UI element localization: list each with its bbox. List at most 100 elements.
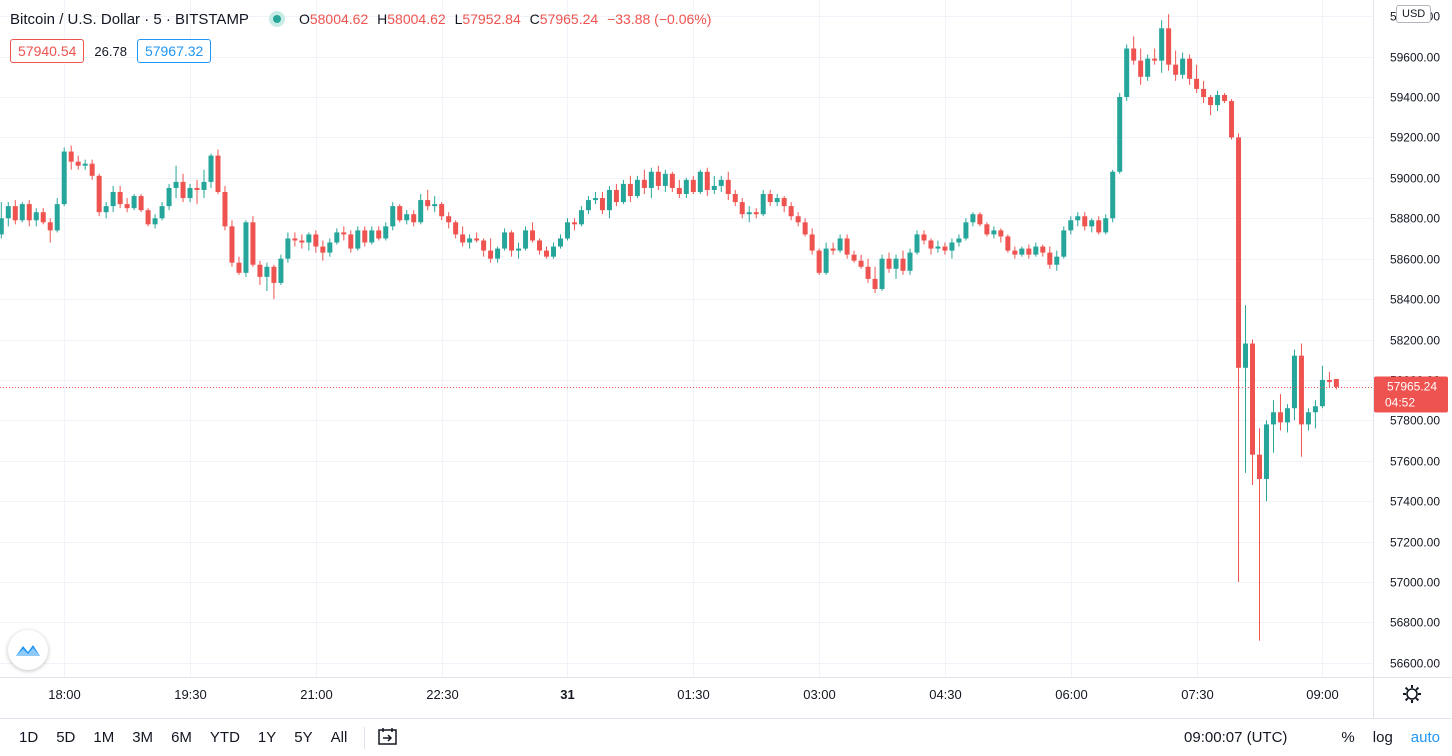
candle	[564, 218, 570, 241]
candle	[40, 208, 46, 225]
candle	[1173, 50, 1179, 81]
timeframe-1y[interactable]: 1Y	[257, 729, 277, 746]
timeframe-ytd[interactable]: YTD	[209, 729, 240, 746]
candle	[1166, 14, 1172, 71]
candle-body	[1208, 97, 1214, 106]
candle-body	[1180, 58, 1186, 75]
candle	[68, 145, 74, 170]
sell-price-button[interactable]: 57940.54	[10, 39, 85, 63]
timeframe-6m[interactable]: 6M	[171, 729, 192, 746]
candle	[1270, 400, 1276, 453]
candle-body	[655, 171, 661, 186]
candle-body	[676, 187, 682, 195]
candle-body	[481, 240, 487, 251]
candle-body	[173, 181, 179, 188]
candle	[1326, 371, 1332, 389]
timeframe-1d[interactable]: 1D	[19, 729, 39, 746]
candle	[1291, 349, 1297, 421]
timeframe-buttons: 1D 5D 1M 3M 6M YTD 1Y 5Y All	[10, 729, 356, 746]
candle-body	[697, 171, 703, 192]
candle	[963, 218, 969, 241]
candle-body	[159, 206, 165, 219]
candle	[781, 196, 787, 213]
candle-body	[690, 179, 696, 192]
timeframe-5d[interactable]: 5D	[56, 729, 76, 746]
candle-body	[1061, 230, 1067, 257]
candle-body	[488, 250, 494, 259]
candle-body	[1131, 48, 1137, 61]
tradingview-logo-icon[interactable]	[8, 630, 48, 670]
percent-toggle[interactable]: %	[1341, 729, 1355, 746]
candle	[411, 210, 417, 227]
candle	[788, 202, 794, 221]
candle-body	[1194, 78, 1200, 89]
auto-scale-toggle[interactable]: auto	[1410, 729, 1440, 746]
candle	[1236, 133, 1242, 583]
candle-body	[103, 206, 109, 213]
candle-body	[564, 222, 570, 239]
go-to-date-icon[interactable]	[377, 726, 399, 750]
candle-body	[40, 212, 46, 223]
candle-body	[620, 183, 626, 203]
candle-body	[376, 230, 382, 239]
price-axis[interactable]: 56600.00 56800.00 57000.00 57200.00 57400.00…	[1390, 10, 1440, 671]
timeframe-all[interactable]: All	[330, 729, 348, 746]
settings-gear-icon[interactable]	[1403, 685, 1421, 703]
candle-body	[47, 222, 53, 231]
candle-body	[746, 212, 752, 215]
candle-body	[872, 278, 878, 289]
timeframe-3m[interactable]: 3M	[132, 729, 154, 746]
candle-body	[551, 246, 557, 257]
candle	[669, 171, 675, 192]
candle	[201, 169, 207, 199]
candle	[662, 169, 668, 192]
candle	[355, 226, 361, 251]
candle	[180, 173, 186, 203]
timeframe-1m[interactable]: 1M	[93, 729, 115, 746]
candle-body	[732, 194, 738, 203]
candle-body	[131, 196, 137, 209]
candle	[362, 226, 368, 247]
candle	[984, 222, 990, 237]
time-axis[interactable]: 18:00 19:30 21:00 22:30 31 01:30 03:00 04:30 06:…	[48, 687, 1339, 702]
clock[interactable]: 09:00:07 (UTC)	[1184, 729, 1288, 746]
candle-body	[1229, 101, 1235, 138]
candle	[627, 175, 633, 203]
candle-body	[110, 191, 116, 207]
candle	[187, 183, 193, 203]
candle	[404, 210, 410, 225]
candle	[1159, 20, 1165, 73]
candle	[886, 252, 892, 273]
price-chart[interactable]: 56600.00 56800.00 57000.00 57200.00 57400.00…	[0, 0, 1452, 718]
candle-body	[1187, 58, 1193, 79]
candle	[802, 218, 808, 237]
time-tick-label: 01:30	[677, 687, 710, 702]
quote-bar: 57940.54 26.78 57967.32	[10, 39, 212, 63]
candle-body	[837, 238, 843, 251]
candle	[1215, 90, 1221, 112]
symbol-title[interactable]: Bitcoin / U.S. Dollar · 5 · BITSTAMP	[10, 10, 249, 28]
candle	[0, 202, 4, 239]
candle-body	[369, 230, 375, 243]
candle	[47, 218, 53, 243]
candle	[585, 196, 591, 215]
candle	[446, 212, 452, 229]
candle	[1075, 212, 1081, 227]
candle-body	[1012, 250, 1018, 255]
log-toggle[interactable]: log	[1372, 729, 1393, 746]
toolbar-divider	[364, 726, 366, 749]
timeframe-5y[interactable]: 5Y	[294, 729, 313, 746]
candle-body	[1005, 236, 1011, 251]
candle-body	[991, 230, 997, 235]
candle-body	[89, 163, 95, 176]
candle-body	[704, 171, 710, 190]
toolbar-right: 09:00:07 (UTC) % log auto	[1184, 729, 1440, 746]
candle-body	[1110, 171, 1116, 219]
buy-price-button[interactable]: 57967.32	[136, 39, 212, 63]
candle-body	[537, 240, 543, 251]
candle-body	[662, 173, 668, 186]
candle-body	[257, 264, 263, 277]
candle	[1012, 246, 1018, 259]
candle	[1054, 250, 1060, 271]
currency-label[interactable]: USD	[1396, 5, 1432, 23]
